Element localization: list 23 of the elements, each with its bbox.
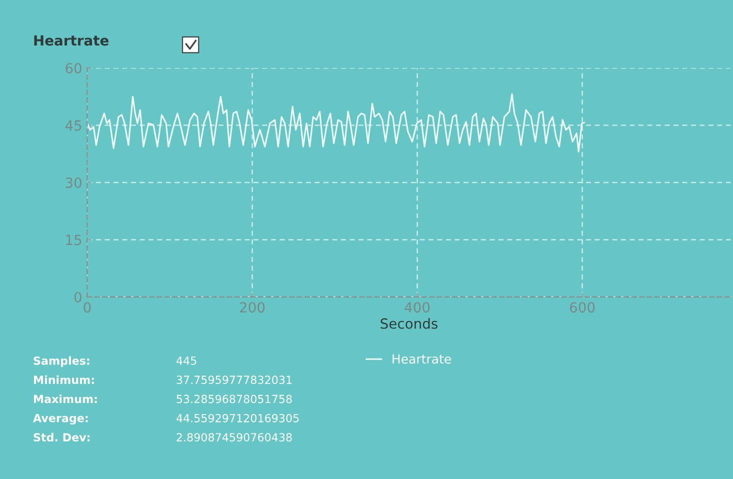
y-tick-label: 60 <box>66 62 82 74</box>
text: Samples: <box>34 356 90 368</box>
x-tick-label: 200 <box>240 302 265 313</box>
y-tick-label: 45 <box>65 120 82 131</box>
text: 445 <box>176 356 196 365</box>
x-tick-label: 400 <box>404 302 430 313</box>
text: Maximum: <box>34 394 97 404</box>
x-tick-label: 600 <box>570 302 595 313</box>
text: 37.75959777832031 <box>176 376 292 384</box>
text: Std. Dev: <box>34 432 90 442</box>
text: Average: <box>33 414 88 424</box>
y-tick-label: 15 <box>66 234 82 246</box>
x-tick-label: 0 <box>84 302 91 313</box>
y-tick-label: 30 <box>66 177 82 188</box>
text: 2.890874590760438 <box>176 433 292 442</box>
text: 44.559297120169305 <box>176 414 299 422</box>
legend-label: Heartrate <box>392 354 451 364</box>
chart-title: Heartrate <box>34 35 108 46</box>
y-tick-label: 0 <box>74 292 82 302</box>
line-series <box>87 93 585 152</box>
text: Minimum: <box>34 375 94 384</box>
x-axis-title: Seconds <box>380 318 438 329</box>
text: 53.28596878051758 <box>176 394 292 404</box>
